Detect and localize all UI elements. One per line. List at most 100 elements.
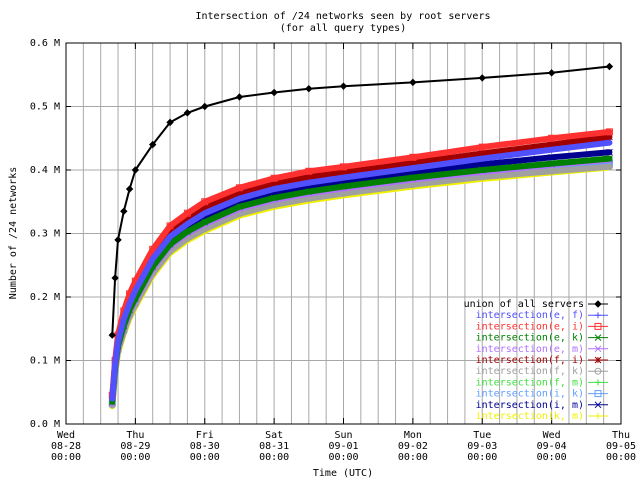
chart-subtitle: (for all query types) — [280, 23, 406, 34]
y-tick-label: 0.4 M — [30, 165, 60, 176]
data-point — [184, 228, 191, 235]
x-tick-label: 09-02 — [398, 441, 428, 452]
data-point — [112, 360, 119, 367]
plot-frame — [65, 42, 622, 425]
x-tick-label: Thu — [126, 430, 144, 441]
data-point — [183, 109, 192, 117]
data-point — [478, 150, 486, 157]
data-point — [548, 167, 556, 175]
y-axis-label: Number of /24 networks — [8, 167, 19, 299]
data-point — [305, 188, 313, 195]
data-point — [340, 163, 347, 171]
data-point — [125, 185, 134, 193]
data-point — [340, 174, 347, 181]
data-point — [111, 274, 119, 282]
data-point — [606, 155, 613, 162]
data-point — [114, 236, 122, 244]
x-tick-label: 08-30 — [190, 441, 220, 452]
data-point — [126, 300, 133, 307]
legend-marker — [594, 345, 602, 353]
series-line — [109, 139, 613, 402]
x-tick-label: Thu — [612, 430, 630, 441]
x-tick-label: Sat — [265, 430, 283, 441]
x-tick-label: Mon — [404, 430, 422, 441]
legend-label: intersection(e, f) — [476, 310, 584, 321]
data-point — [548, 160, 555, 168]
y-tick-label: 0.1 M — [30, 356, 60, 367]
data-point — [149, 255, 156, 262]
data-point — [184, 220, 191, 227]
data-point — [548, 141, 555, 148]
data-point — [201, 210, 208, 217]
y-tick-label: 0.0 M — [30, 419, 60, 430]
data-point — [606, 148, 613, 156]
x-tick-label: 00:00 — [398, 452, 428, 463]
data-point — [132, 287, 139, 294]
legend-marker — [594, 401, 602, 409]
legend-marker — [594, 390, 602, 398]
data-point — [108, 331, 116, 339]
x-tick-label: 00:00 — [259, 452, 289, 463]
legend-marker — [594, 300, 602, 308]
legend-label: intersection(i, m) — [476, 400, 584, 411]
data-point — [305, 85, 313, 93]
y-tick-label: 0.2 M — [30, 292, 60, 303]
x-tick-label: 00:00 — [328, 452, 358, 463]
data-point — [270, 88, 278, 97]
data-point — [478, 166, 486, 174]
data-point — [409, 165, 416, 172]
series-lines — [108, 62, 614, 410]
legend-label: intersection(e, i) — [476, 321, 584, 332]
y-tick-label: 0.6 M — [30, 38, 60, 49]
x-tick-label: 00:00 — [51, 452, 81, 463]
data-point — [184, 214, 191, 222]
data-point — [183, 209, 191, 217]
axis-ticks: 0.0 M0.1 M0.2 M0.3 M0.4 M0.5 M0.6 MWed08… — [30, 38, 636, 463]
x-tick-label: 08-29 — [120, 441, 150, 452]
data-point — [479, 155, 486, 162]
x-tick-label: Wed — [57, 430, 75, 441]
data-point — [235, 93, 244, 101]
data-point — [409, 78, 417, 87]
data-point — [605, 62, 614, 71]
data-point — [478, 74, 486, 82]
series-line — [111, 65, 611, 337]
x-tick-label: Sun — [334, 430, 352, 441]
data-point — [305, 173, 313, 181]
x-tick-label: 00:00 — [537, 452, 567, 463]
x-axis-label: Time (UTC) — [313, 468, 373, 479]
data-point — [339, 82, 348, 90]
data-point — [340, 183, 347, 190]
x-tick-label: 00:00 — [606, 452, 636, 463]
data-point — [236, 195, 243, 202]
data-point — [149, 245, 157, 253]
data-point — [605, 128, 613, 136]
data-point — [548, 153, 555, 161]
x-tick-label: 08-28 — [51, 441, 81, 452]
data-point — [270, 194, 278, 202]
data-point — [201, 203, 209, 211]
x-tick-label: 09-03 — [467, 441, 497, 452]
legend-label: intersection(k, m) — [476, 411, 584, 422]
data-point — [478, 160, 486, 168]
data-point — [409, 159, 417, 167]
data-point — [271, 186, 278, 193]
legend-label: intersection(f, i) — [476, 355, 584, 366]
data-point — [201, 198, 209, 206]
grid — [66, 43, 621, 424]
data-point — [478, 143, 486, 151]
data-point — [109, 395, 116, 402]
legend-marker — [595, 312, 601, 319]
data-point — [236, 189, 243, 197]
data-point — [548, 134, 556, 142]
data-point — [606, 139, 613, 146]
data-point — [149, 140, 157, 149]
x-tick-label: Tue — [473, 430, 491, 441]
legend-marker — [594, 334, 602, 341]
data-point — [166, 222, 174, 230]
data-point — [605, 163, 613, 171]
x-tick-label: 00:00 — [120, 452, 150, 463]
data-point — [131, 166, 140, 174]
